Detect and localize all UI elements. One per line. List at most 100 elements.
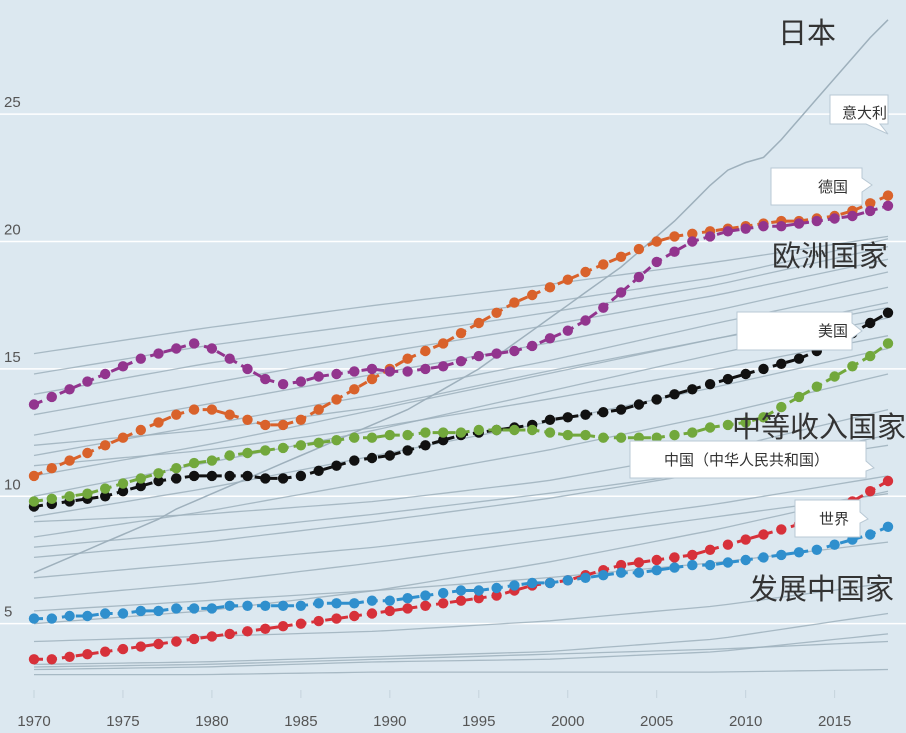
- data-point-world: [313, 598, 324, 609]
- y-tick-label: 10: [4, 476, 21, 493]
- data-point-middle: [420, 427, 431, 438]
- data-point-germany: [206, 343, 218, 354]
- x-tick-label: 2010: [729, 713, 762, 730]
- data-point-middle: [882, 338, 894, 349]
- data-point-germany: [669, 246, 680, 257]
- data-point-germany: [277, 379, 289, 390]
- data-point-china: [491, 590, 502, 601]
- x-tick-label: 2015: [818, 713, 851, 730]
- data-point-usa: [704, 379, 716, 390]
- background-line: [33, 475, 889, 579]
- data-point-usa: [420, 440, 431, 451]
- data-point-middle: [527, 424, 538, 436]
- data-point-usa: [366, 452, 378, 464]
- data-point-china: [313, 615, 324, 627]
- data-point-china: [349, 610, 360, 622]
- data-point-middle: [100, 483, 111, 494]
- data-point-china: [865, 486, 876, 497]
- data-point-germany: [420, 363, 431, 375]
- data-point-usa: [580, 409, 591, 420]
- data-point-china: [28, 654, 40, 665]
- data-point-italy: [46, 463, 57, 474]
- data-point-china: [224, 628, 235, 640]
- callout-germany: 德国: [770, 167, 873, 206]
- data-point-germany: [366, 363, 378, 375]
- group-label-middle-income: 中等收入国家: [732, 410, 906, 444]
- data-point-china: [455, 595, 467, 606]
- data-point-italy: [509, 297, 520, 308]
- data-point-italy: [242, 414, 253, 425]
- background-line: [33, 335, 889, 467]
- data-point-world: [420, 590, 431, 601]
- x-tick-label: 1975: [106, 713, 139, 730]
- data-point-italy: [438, 338, 449, 349]
- data-point-usa: [793, 353, 805, 364]
- data-point-world: [277, 600, 289, 611]
- x-axis: 1970 1975 1980 1985 1990 1995 2000 2005 …: [17, 713, 851, 730]
- data-point-germany: [171, 343, 182, 354]
- data-point-italy: [171, 409, 182, 420]
- callout-italy: 意大利: [829, 94, 889, 135]
- data-point-germany: [100, 368, 111, 380]
- data-point-world: [633, 567, 645, 578]
- data-point-china: [687, 549, 698, 561]
- data-point-china: [242, 626, 253, 637]
- data-point-usa: [277, 473, 289, 484]
- data-point-germany: [509, 345, 520, 357]
- data-point-world: [100, 608, 111, 619]
- data-point-germany: [153, 348, 164, 359]
- data-point-world: [82, 610, 93, 622]
- data-point-china: [117, 643, 129, 655]
- data-point-germany: [188, 338, 200, 349]
- callout-china-label: 中国（中华人民共和国）: [664, 451, 829, 469]
- data-point-world: [491, 582, 502, 594]
- data-point-usa: [171, 473, 182, 484]
- data-point-italy: [260, 419, 271, 431]
- x-tick-label: 1970: [17, 713, 50, 730]
- data-point-world: [242, 600, 253, 611]
- data-point-middle: [793, 391, 805, 403]
- data-point-world: [206, 603, 218, 614]
- data-point-china: [277, 621, 289, 632]
- data-point-germany: [402, 366, 413, 377]
- data-point-germany: [829, 213, 840, 224]
- data-point-china: [651, 554, 662, 566]
- data-point-usa: [153, 475, 164, 487]
- y-tick-label: 20: [4, 221, 21, 238]
- data-point-germany: [740, 223, 751, 234]
- data-point-italy: [633, 243, 645, 255]
- data-point-middle: [206, 455, 218, 466]
- data-point-china: [64, 651, 75, 662]
- data-point-germany: [473, 350, 484, 362]
- data-point-world: [704, 559, 716, 571]
- data-point-world: [64, 610, 75, 622]
- data-point-germany: [882, 200, 894, 211]
- data-point-usa: [100, 491, 111, 502]
- data-point-usa: [740, 368, 751, 380]
- data-point-world: [758, 552, 769, 563]
- background-line: [33, 633, 889, 671]
- group-label-europe: 欧洲国家: [772, 239, 888, 273]
- background-line: [33, 493, 889, 599]
- data-point-germany: [331, 368, 342, 380]
- data-point-middle: [687, 427, 698, 438]
- data-point-germany: [82, 376, 93, 387]
- data-point-middle: [349, 432, 360, 443]
- data-point-middle: [615, 432, 627, 443]
- data-point-usa: [331, 460, 342, 471]
- data-point-italy: [455, 328, 467, 339]
- data-point-germany: [260, 373, 271, 385]
- data-point-world: [473, 585, 484, 596]
- data-point-china: [100, 646, 111, 657]
- group-label-japan: 日本: [778, 16, 836, 50]
- data-point-germany: [491, 348, 502, 359]
- data-point-italy: [865, 198, 876, 209]
- data-point-world: [811, 544, 822, 555]
- group-label-developing: 发展中国家: [749, 572, 894, 606]
- data-point-china: [366, 608, 378, 619]
- data-point-world: [776, 549, 787, 561]
- data-point-china: [438, 598, 449, 609]
- data-point-germany: [776, 221, 787, 232]
- data-point-middle: [865, 350, 876, 362]
- data-point-world: [349, 598, 360, 609]
